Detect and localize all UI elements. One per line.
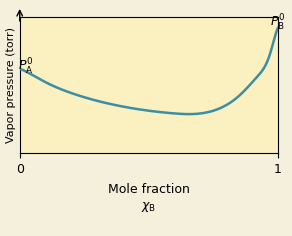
- Text: Mole fraction: Mole fraction: [108, 183, 190, 196]
- Text: $P^{0}_{\mathrm{B}}$: $P^{0}_{\mathrm{B}}$: [270, 13, 286, 33]
- Y-axis label: Vapor pressure (torr): Vapor pressure (torr): [6, 27, 15, 143]
- Text: $\chi_\mathrm{B}$: $\chi_\mathrm{B}$: [141, 200, 157, 214]
- Text: $P^{0}_{\mathrm{A}}$: $P^{0}_{\mathrm{A}}$: [18, 57, 34, 77]
